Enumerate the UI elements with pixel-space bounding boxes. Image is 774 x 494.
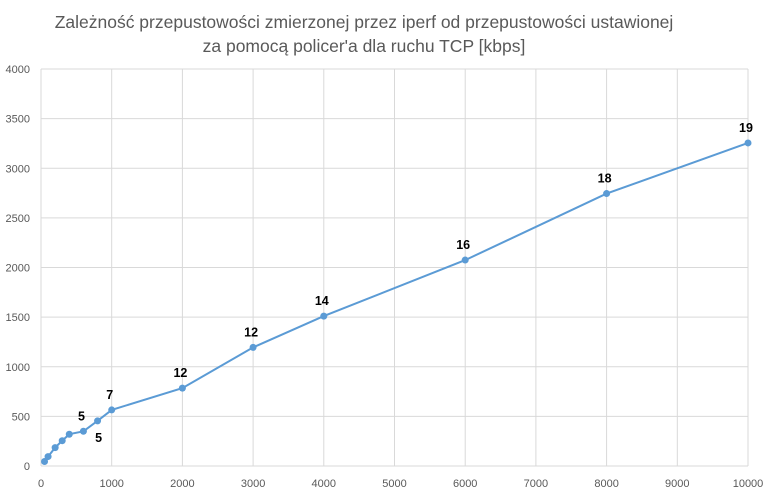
- data-point: [744, 139, 752, 147]
- y-tick-label: 0: [24, 461, 30, 473]
- data-point: [249, 343, 257, 351]
- data-point: [51, 444, 59, 452]
- x-tick-label: 3000: [241, 478, 265, 490]
- chart-title-line-1: Zależność przepustowości zmierzonej prze…: [54, 12, 674, 32]
- x-tick-label: 7000: [524, 478, 548, 490]
- data-label: 14: [315, 294, 329, 308]
- y-tick-label: 1000: [6, 362, 30, 374]
- y-tick-label: 2500: [6, 213, 30, 225]
- x-tick-label: 6000: [453, 478, 477, 490]
- data-label: 12: [244, 325, 258, 339]
- data-label: 18: [598, 172, 612, 186]
- x-tick-label: 8000: [594, 478, 618, 490]
- x-tick-label: 10000: [733, 478, 764, 490]
- x-tick-label: 9000: [665, 478, 689, 490]
- y-tick-label: 3500: [6, 114, 30, 126]
- data-point: [44, 453, 52, 461]
- y-tick-label: 2000: [6, 263, 30, 275]
- data-label: 7: [106, 388, 113, 402]
- y-tick-label: 3000: [6, 163, 30, 175]
- series-line: [43, 141, 749, 463]
- y-tick-label: 1500: [6, 312, 30, 324]
- x-tick-label: 4000: [312, 478, 336, 490]
- chart-title: Zależność przepustowości zmierzonej prze…: [0, 10, 728, 58]
- data-point: [461, 256, 469, 264]
- x-tick-label: 1000: [99, 478, 123, 490]
- data-label: 19: [739, 121, 753, 135]
- data-point: [108, 406, 116, 414]
- y-tick-label: 4000: [6, 64, 30, 76]
- x-tick-label: 5000: [382, 478, 406, 490]
- data-label: 12: [173, 366, 187, 380]
- data-point: [41, 458, 49, 466]
- data-label: 5: [95, 431, 102, 445]
- data-label: 16: [456, 238, 470, 252]
- x-tick-label: 0: [38, 478, 44, 490]
- y-tick-label: 500: [12, 411, 30, 423]
- data-point: [58, 437, 66, 445]
- data-point: [603, 190, 611, 198]
- data-point: [94, 417, 102, 425]
- data-point: [65, 430, 73, 438]
- data-point: [79, 427, 87, 435]
- x-tick-label: 2000: [170, 478, 194, 490]
- chart-title-line-2: za pomocą policer'a dla ruchu TCP [kbps]: [202, 36, 526, 56]
- data-point: [320, 312, 328, 320]
- data-label: 5: [78, 409, 85, 423]
- data-point: [178, 384, 186, 392]
